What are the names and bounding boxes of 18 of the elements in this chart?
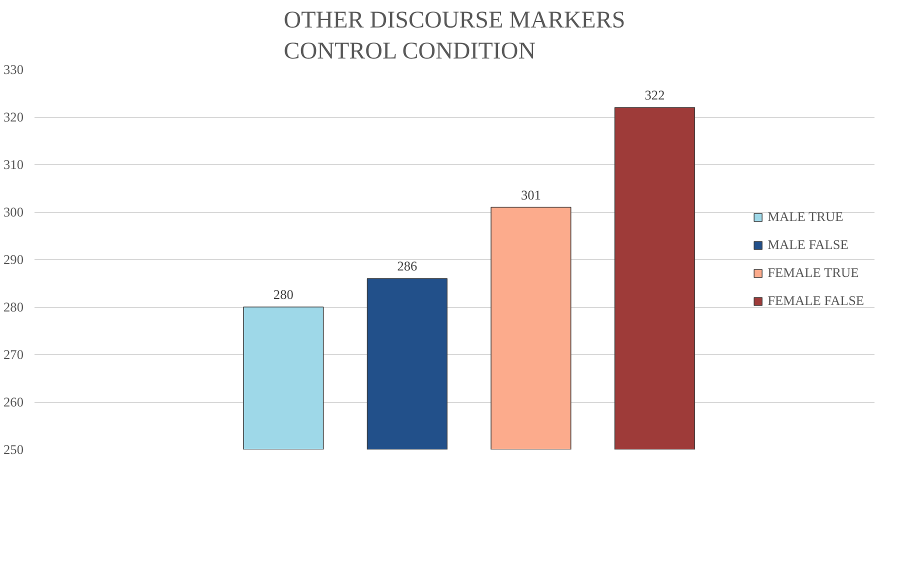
y-tick-label: 300 <box>4 204 24 220</box>
chart-title: OTHER DISCOURSE MARKERS CONTROL CONDITION <box>284 7 626 64</box>
data-label: 280 <box>273 287 294 302</box>
legend-label: FEMALE TRUE <box>768 265 859 281</box>
y-tick-label: 310 <box>4 157 24 172</box>
legend-label: FEMALE FALSE <box>768 293 864 309</box>
y-tick-label: 260 <box>4 394 24 410</box>
y-tick-label: 330 <box>4 62 24 77</box>
data-label: 322 <box>644 88 665 102</box>
y-tick-label: 320 <box>4 110 24 124</box>
data-label: 301 <box>520 187 541 202</box>
y-tick-label: 280 <box>4 300 24 314</box>
y-tick-label: 250 <box>4 442 24 457</box>
legend-label: MALE TRUE <box>768 209 844 225</box>
legend-label: MALE FALSE <box>768 237 848 253</box>
y-tick-label: 290 <box>4 252 24 267</box>
data-label: 286 <box>397 258 418 274</box>
y-tick-label: 270 <box>4 347 24 362</box>
